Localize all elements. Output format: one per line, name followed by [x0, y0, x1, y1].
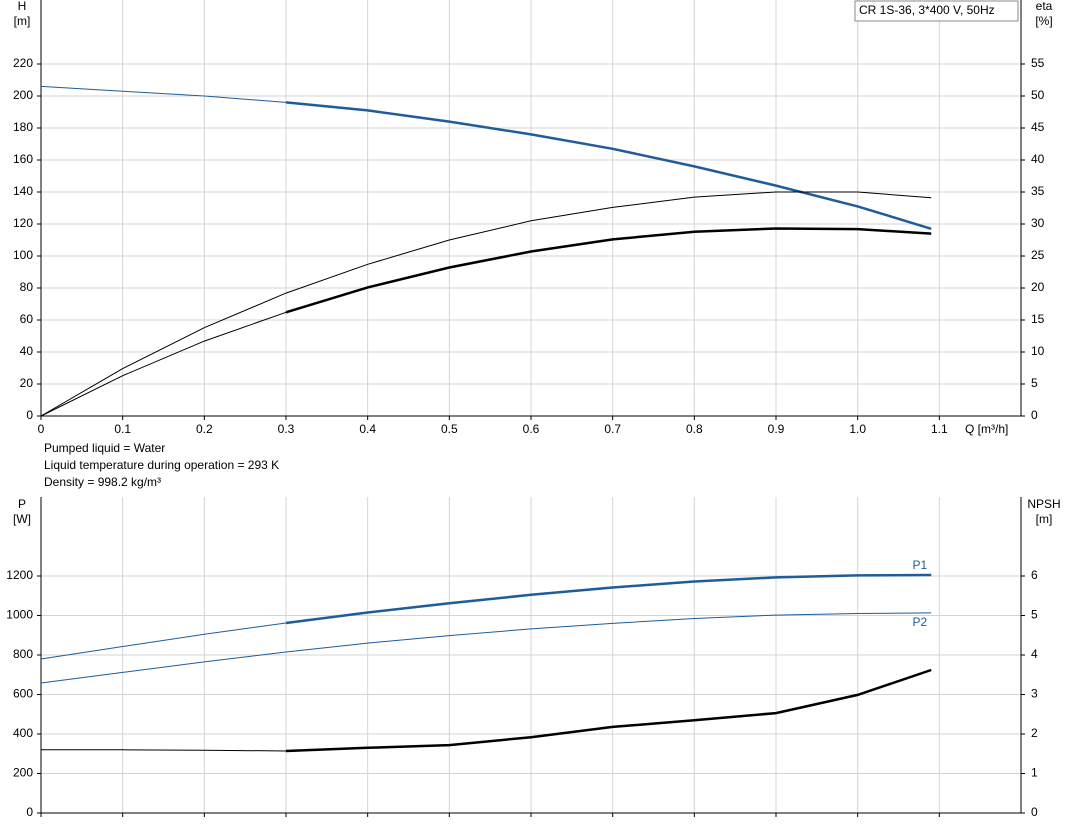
note: Density = 998.2 kg/m³ [44, 475, 161, 489]
y-tick-label: 600 [13, 687, 33, 701]
y2-tick-label: 40 [1031, 152, 1045, 166]
y-axis-unit: [m] [14, 14, 31, 28]
y-tick-label: 100 [13, 248, 33, 262]
y2-axis-label: NPSH [1027, 497, 1060, 511]
y2-tick-label: 55 [1031, 56, 1045, 70]
y-tick-label: 40 [20, 344, 34, 358]
y-tick-label: 120 [13, 216, 33, 230]
y2-tick-label: 10 [1031, 344, 1045, 358]
y2-tick-label: 3 [1031, 687, 1038, 701]
curve-operating [285, 101, 932, 230]
y2-tick-label: 2 [1031, 726, 1038, 740]
y2-tick-label: 5 [1031, 376, 1038, 390]
y2-tick-label: 15 [1031, 312, 1045, 326]
y2-tick-label: 25 [1031, 248, 1045, 262]
y-tick-label: 1000 [6, 608, 33, 622]
y2-tick-label: 0 [1031, 408, 1038, 422]
y-tick-label: 20 [20, 376, 34, 390]
chart-title: CR 1S-36, 3*400 V, 50Hz [859, 3, 995, 17]
y-axis-unit: [W] [13, 512, 31, 526]
note: Liquid temperature during operation = 29… [44, 458, 279, 472]
y-tick-label: 180 [13, 120, 33, 134]
curve [40, 191, 932, 417]
y2-tick-label: 45 [1031, 120, 1045, 134]
y2-axis-unit: [%] [1035, 14, 1052, 28]
y2-tick-label: 0 [1031, 805, 1038, 819]
title-box [854, 0, 1019, 22]
x-tick-label: 0.9 [768, 422, 785, 436]
y2-tick-label: 30 [1031, 216, 1045, 230]
x-tick-label: 1.1 [931, 422, 948, 436]
curve [40, 85, 932, 230]
y2-tick-label: 50 [1031, 88, 1045, 102]
x-tick-label: 1.0 [849, 422, 866, 436]
note: Pumped liquid = Water [44, 441, 165, 455]
y2-axis-unit: [m] [1036, 512, 1053, 526]
x-tick-label: 0.2 [196, 422, 213, 436]
y-tick-label: 80 [20, 280, 34, 294]
y-tick-label: 0 [26, 805, 33, 819]
y2-tick-label: 1 [1031, 766, 1038, 780]
y-tick-label: 60 [20, 312, 34, 326]
curve-operating [285, 668, 932, 753]
y-tick-label: 0 [26, 408, 33, 422]
y-axis-label: H [18, 0, 27, 13]
x-tick-label: 0.3 [278, 422, 295, 436]
curve-operating [285, 573, 932, 625]
y2-tick-label: 4 [1031, 647, 1038, 661]
curve [40, 574, 932, 660]
y-tick-label: 800 [13, 647, 33, 661]
y-tick-label: 400 [13, 726, 33, 740]
curve [41, 669, 932, 752]
series-label: P2 [912, 615, 927, 629]
y2-tick-label: 35 [1031, 184, 1045, 198]
y2-tick-label: 5 [1031, 608, 1038, 622]
x-tick-label: 0.6 [523, 422, 540, 436]
y-tick-label: 220 [13, 56, 33, 70]
x-tick-label: 0 [38, 422, 45, 436]
curve [40, 227, 932, 417]
curve-operating [285, 227, 932, 314]
x-tick-label: 0.8 [686, 422, 703, 436]
x-tick-label: 0.5 [441, 422, 458, 436]
x-axis-label: Q [m³/h] [965, 422, 1008, 436]
curve [40, 612, 932, 684]
y-tick-label: 160 [13, 152, 33, 166]
x-tick-label: 0.7 [604, 422, 621, 436]
y2-tick-label: 20 [1031, 280, 1045, 294]
y-tick-label: 1200 [6, 568, 33, 582]
y-tick-label: 200 [13, 88, 33, 102]
x-tick-label: 0.4 [359, 422, 376, 436]
y2-axis-label: eta [1036, 0, 1053, 13]
series-label: P1 [912, 558, 927, 572]
y-tick-label: 140 [13, 184, 33, 198]
y-tick-label: 200 [13, 766, 33, 780]
y2-tick-label: 6 [1031, 568, 1038, 582]
y-axis-label: P [18, 497, 26, 511]
x-tick-label: 0.1 [114, 422, 131, 436]
